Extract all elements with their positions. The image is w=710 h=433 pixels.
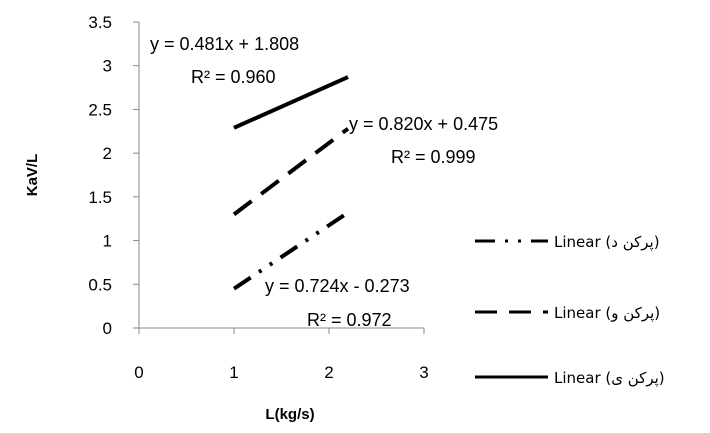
- y-tick-label: 3: [103, 57, 112, 76]
- x-axis-title: L(kg/s): [265, 406, 314, 423]
- series-line-pukon-y: [233, 75, 349, 130]
- series-lines: [232, 75, 350, 291]
- equation-label-pukon-y: y = 0.481x + 1.808: [150, 34, 299, 54]
- equation-label-pukon-v: y = 0.820x + 0.475: [349, 114, 498, 134]
- r2-label-pukon-v: R² = 0.999: [391, 147, 476, 167]
- legend-label-pukon-y: Linear (پرکن ی): [554, 369, 665, 388]
- equation-label-pukon-d: y = 0.724x - 0.273: [265, 276, 410, 296]
- y-tick-label: 2.5: [88, 100, 112, 119]
- x-tick-label: 1: [229, 363, 238, 382]
- r2-label-pukon-d: R² = 0.972: [307, 310, 392, 330]
- series-line-pukon-d: [232, 210, 350, 291]
- x-tick-label: 0: [134, 363, 143, 382]
- legend-label-pukon-v: Linear (پرکن و): [554, 304, 660, 323]
- y-axis-title: KaV/L: [24, 154, 41, 197]
- y-tick-label: 0.5: [88, 275, 112, 294]
- legend: Linear (پرکن د) Linear (پرکن و) Linear (…: [475, 233, 665, 388]
- y-axis-ticks: 0 0.5 1 1.5 2 2.5 3 3.5: [88, 13, 139, 338]
- x-axis-ticks: 0 1 2 3: [134, 328, 429, 382]
- y-tick-label: 1: [103, 232, 112, 251]
- series-line-pukon-v: [232, 127, 350, 216]
- r2-label-pukon-y: R² = 0.960: [191, 67, 276, 87]
- y-tick-label: 3.5: [88, 13, 112, 32]
- legend-label-pukon-d: Linear (پرکن د): [554, 233, 660, 252]
- y-tick-label: 0: [103, 319, 112, 338]
- y-tick-label: 2: [103, 144, 112, 163]
- x-tick-label: 2: [324, 363, 333, 382]
- y-tick-label: 1.5: [88, 188, 112, 207]
- x-tick-label: 3: [419, 363, 428, 382]
